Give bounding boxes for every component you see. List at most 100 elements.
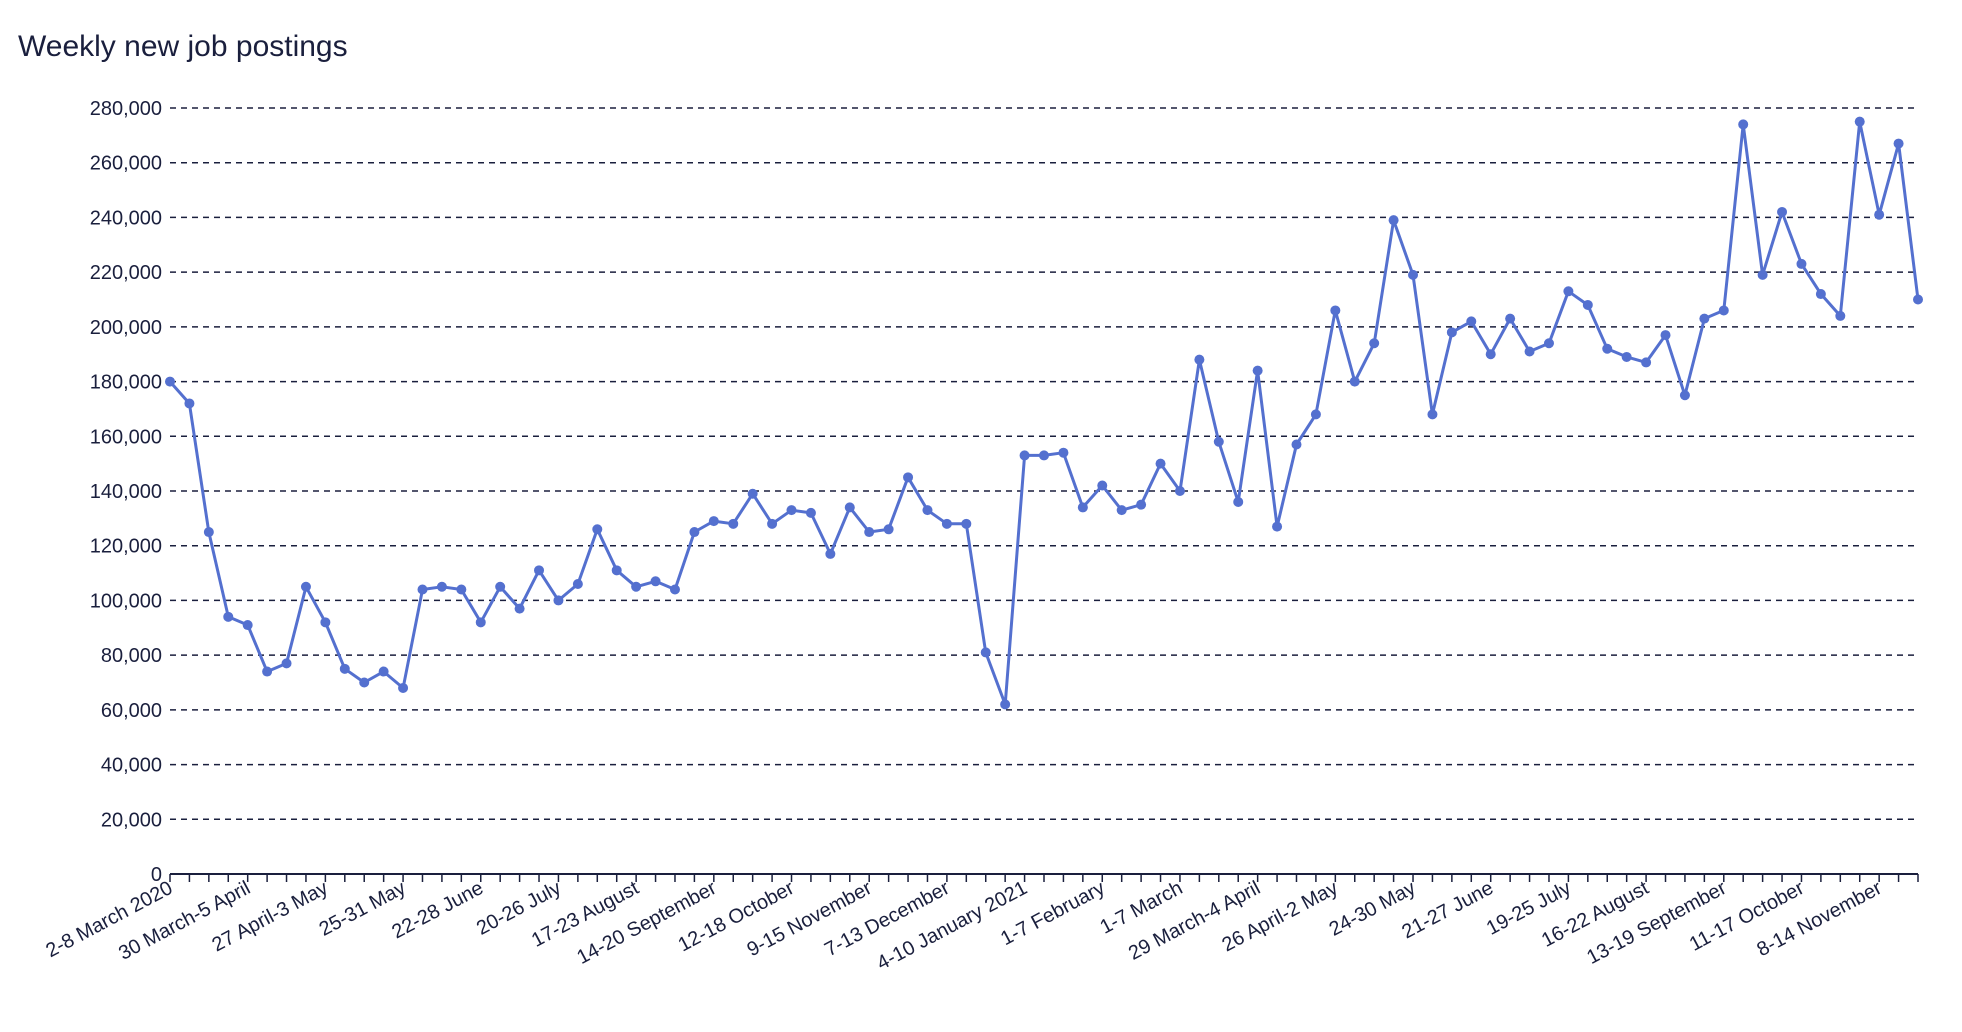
data-point (1097, 480, 1108, 491)
y-tick-label: 60,000 (101, 700, 162, 722)
data-point (1427, 409, 1438, 420)
data-point (359, 677, 370, 688)
data-point (1485, 349, 1496, 360)
data-point (1349, 376, 1360, 387)
data-point (864, 527, 875, 538)
y-tick-label: 140,000 (90, 481, 162, 503)
data-point (941, 518, 952, 529)
data-point (456, 584, 467, 595)
data-point (339, 663, 350, 674)
y-tick-label: 120,000 (90, 536, 162, 558)
data-point (1330, 305, 1341, 316)
data-point (1136, 499, 1147, 510)
data-point (436, 581, 447, 592)
series-line (168, 120, 1920, 706)
data-point (805, 507, 816, 518)
data-point (1369, 338, 1380, 349)
data-point (961, 518, 972, 529)
data-point (1446, 327, 1457, 338)
data-point (1466, 316, 1477, 327)
data-point (1835, 310, 1846, 321)
data-point (378, 666, 389, 677)
y-tick-label: 0 (151, 864, 162, 886)
data-point (1699, 313, 1710, 324)
data-point (844, 502, 855, 513)
data-point (1388, 215, 1399, 226)
data-point (1155, 458, 1166, 469)
data-point (1174, 486, 1185, 496)
data-point (1777, 206, 1788, 217)
data-point (786, 505, 797, 516)
data-point (1757, 269, 1768, 280)
y-tick-label: 260,000 (90, 153, 162, 175)
data-point (1252, 365, 1263, 376)
y-tick-label: 40,000 (101, 755, 162, 777)
data-point (300, 581, 311, 592)
data-point (1524, 346, 1535, 357)
data-point (1854, 116, 1865, 127)
data-point (534, 565, 545, 576)
y-tick-label: 80,000 (101, 645, 162, 667)
data-point (669, 584, 680, 595)
data-point (1213, 436, 1224, 447)
data-point (1913, 294, 1923, 305)
y-tick-label: 280,000 (90, 98, 162, 120)
data-point (1641, 357, 1652, 368)
data-point (184, 398, 195, 409)
data-point (398, 682, 409, 693)
data-point (1679, 390, 1690, 401)
data-point (1039, 450, 1049, 461)
data-point (708, 516, 719, 527)
data-point (223, 611, 234, 622)
y-tick-label: 220,000 (90, 262, 162, 284)
data-point (825, 548, 836, 559)
data-point (165, 376, 175, 387)
data-point (553, 595, 564, 606)
data-point (1660, 330, 1671, 341)
y-tick-label: 160,000 (90, 426, 162, 448)
y-tick-label: 20,000 (101, 809, 162, 831)
data-point (417, 584, 428, 595)
y-tick-label: 240,000 (90, 207, 162, 229)
data-point (262, 666, 273, 677)
data-point (281, 658, 292, 669)
data-point (1718, 305, 1729, 316)
data-point (1194, 354, 1205, 365)
data-point (1058, 447, 1069, 458)
data-point (1408, 269, 1419, 280)
y-tick-label: 180,000 (90, 372, 162, 394)
data-point (980, 647, 991, 658)
data-point (767, 518, 778, 529)
data-point (203, 527, 214, 538)
data-point (572, 579, 583, 590)
data-point (1116, 505, 1127, 516)
data-point (1019, 450, 1030, 461)
x-tick-label: 29 March-4 April (1125, 877, 1264, 965)
data-point (903, 472, 914, 483)
data-point (592, 524, 603, 535)
data-point (883, 524, 894, 535)
data-point (631, 581, 642, 592)
data-point (1738, 119, 1749, 130)
data-point (922, 505, 933, 516)
data-point (1543, 338, 1554, 349)
data-point (747, 488, 758, 499)
chart-title: Weekly new job postings (18, 30, 348, 63)
data-point (1602, 343, 1613, 354)
data-point (689, 527, 700, 538)
data-point (650, 576, 661, 587)
data-point (1077, 502, 1088, 513)
data-point (1582, 299, 1593, 310)
data-point (475, 617, 486, 628)
x-tick-label: 13-19 September (1583, 877, 1730, 969)
x-tick-label: 2-8 March 2020 (42, 877, 176, 962)
data-point (1233, 496, 1244, 507)
data-point (1000, 699, 1011, 710)
y-tick-label: 200,000 (90, 317, 162, 339)
data-point (1505, 313, 1516, 324)
data-point (1874, 209, 1885, 220)
x-tick-label: 30 March-5 April (115, 877, 254, 965)
data-point (728, 518, 739, 529)
